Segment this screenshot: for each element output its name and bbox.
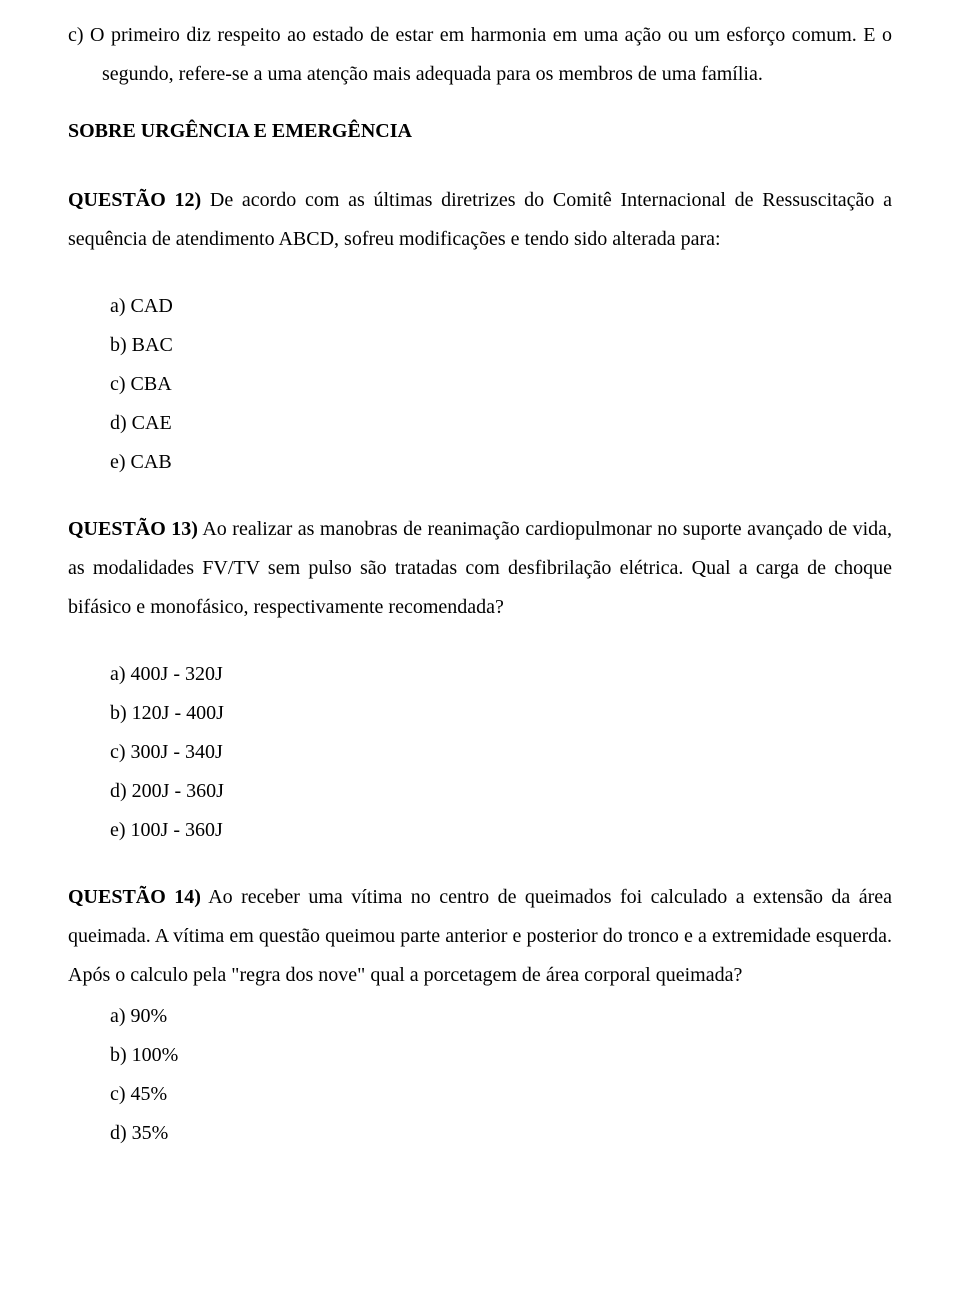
q14-opt-a: a) 90%: [110, 997, 892, 1036]
q12-opt-b: b) BAC: [110, 326, 892, 365]
q14-text: QUESTÃO 14) Ao receber uma vítima no cen…: [68, 878, 892, 995]
q13-opt-a: a) 400J - 320J: [110, 655, 892, 694]
q13-opt-c: c) 300J - 340J: [110, 733, 892, 772]
q14-opt-d: d) 35%: [110, 1114, 892, 1153]
q13-opt-b: b) 120J - 400J: [110, 694, 892, 733]
q13-opt-e: e) 100J - 360J: [110, 811, 892, 850]
q12-opt-c: c) CBA: [110, 365, 892, 404]
section-heading: SOBRE URGÊNCIA E EMERGÊNCIA: [68, 112, 892, 151]
q13-options: a) 400J - 320J b) 120J - 400J c) 300J - …: [110, 655, 892, 850]
q13-text: QUESTÃO 13) Ao realizar as manobras de r…: [68, 510, 892, 627]
q14-opt-c: c) 45%: [110, 1075, 892, 1114]
q13-opt-d: d) 200J - 360J: [110, 772, 892, 811]
intro-option-c: c) O primeiro diz respeito ao estado de …: [68, 16, 892, 94]
q14-opt-b: b) 100%: [110, 1036, 892, 1075]
page: c) O primeiro diz respeito ao estado de …: [0, 0, 960, 1289]
q13-lead: QUESTÃO 13): [68, 518, 198, 540]
q12-opt-d: d) CAE: [110, 404, 892, 443]
q12-opt-e: e) CAB: [110, 443, 892, 482]
q14-lead: QUESTÃO 14): [68, 886, 201, 908]
q12-options: a) CAD b) BAC c) CBA d) CAE e) CAB: [110, 287, 892, 482]
q12-text: QUESTÃO 12) De acordo com as últimas dir…: [68, 181, 892, 259]
q12-opt-a: a) CAD: [110, 287, 892, 326]
q12-lead: QUESTÃO 12): [68, 189, 201, 211]
q14-options: a) 90% b) 100% c) 45% d) 35%: [110, 997, 892, 1153]
